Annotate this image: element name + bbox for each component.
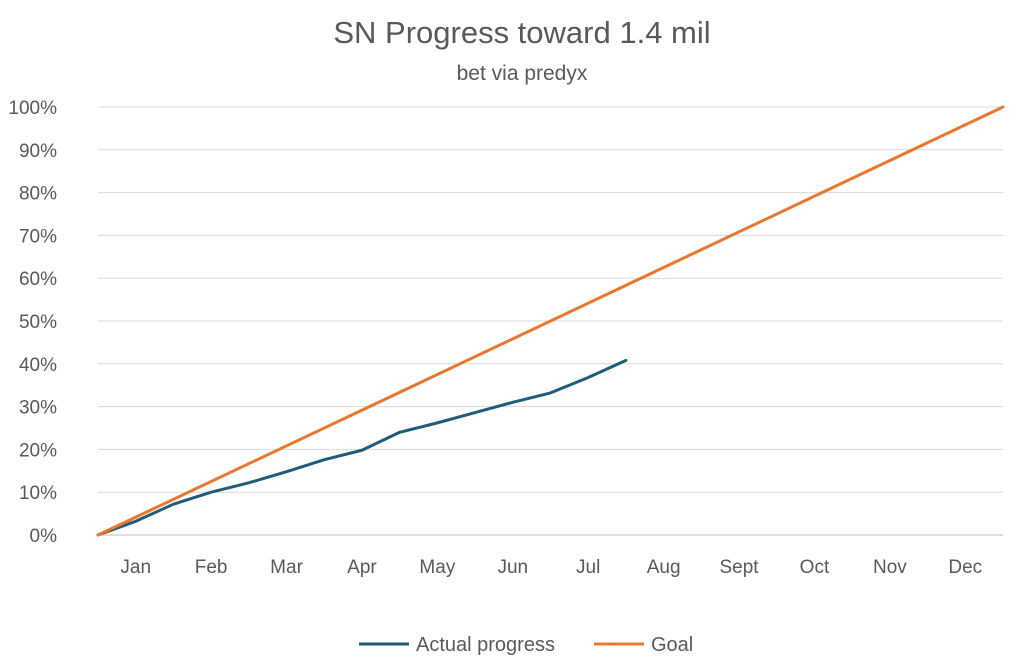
x-axis-tick-labels: Jan Feb Mar Apr May Jun Jul Aug Sept Oct Nov Dec [120,557,982,578]
x-tick-label: Aug [647,557,681,578]
x-tick-label: May [419,557,455,578]
legend: Actual progress Goal [359,634,693,656]
legend-item: Goal [594,634,693,656]
y-tick-label: 100% [8,98,57,119]
series-line-actual-progress [96,358,628,537]
y-tick-label: 30% [19,398,57,419]
x-tick-label: Feb [195,557,228,578]
legend-label: Actual progress [416,634,555,656]
y-tick-label: 20% [19,440,57,461]
x-tick-label: Mar [270,557,303,578]
y-tick-label: 10% [19,483,57,504]
x-tick-label: Dec [948,557,982,578]
x-tick-label: Oct [800,557,830,578]
chart-title: SN Progress toward 1.4 mil [333,15,710,50]
y-axis-tick-labels: 0% 10% 20% 30% 40% 50% 60% 70% 80% 90% 100% [8,98,57,547]
y-tick-label: 70% [19,226,57,247]
y-tick-label: 40% [19,355,57,376]
series-lines [96,105,1005,537]
y-tick-label: 0% [30,526,58,547]
y-tick-label: 80% [19,184,57,205]
chart-subtitle: bet via predyx [457,62,588,85]
legend-item: Actual progress [359,634,555,656]
x-tick-label: Jan [120,557,151,578]
y-tick-label: 50% [19,312,57,333]
y-tick-label: 90% [19,141,57,162]
y-tick-label: 60% [19,269,57,290]
x-tick-label: Sept [719,557,759,578]
legend-label: Goal [651,634,693,656]
x-tick-label: Apr [347,557,377,578]
x-tick-label: Nov [873,557,907,578]
x-tick-label: Jul [576,557,600,578]
series-line-goal [96,105,1005,537]
x-tick-label: Jun [497,557,528,578]
